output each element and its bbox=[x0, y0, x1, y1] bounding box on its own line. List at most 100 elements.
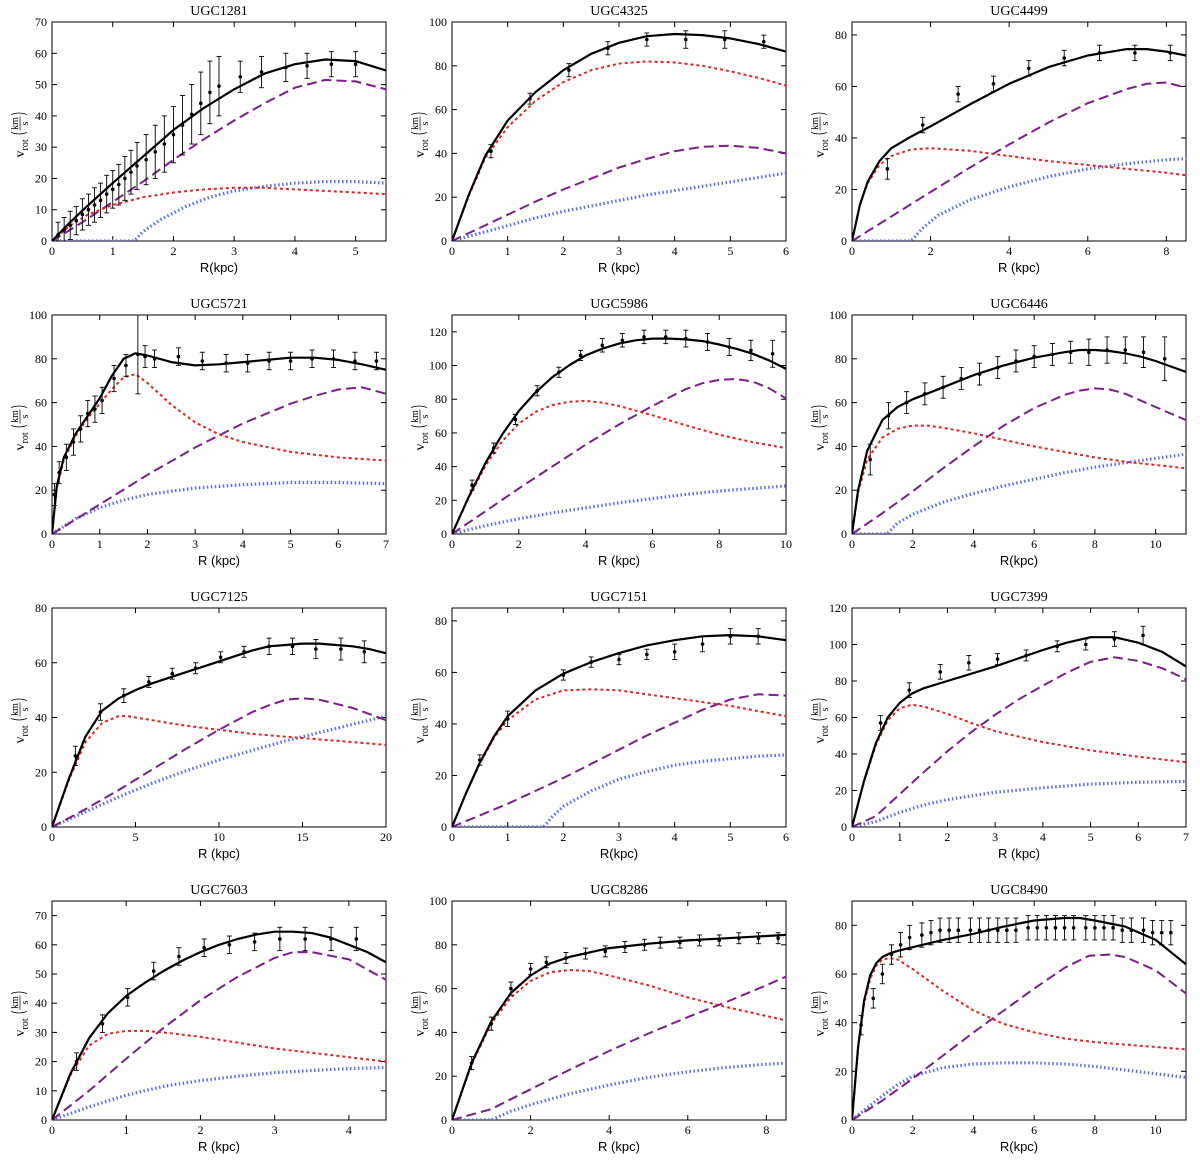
data-point bbox=[177, 954, 181, 959]
data-point bbox=[151, 969, 156, 973]
data-point bbox=[1055, 644, 1059, 649]
data-point bbox=[68, 223, 73, 228]
y-label-num: km bbox=[10, 703, 21, 716]
y-tick-label: 100 bbox=[429, 359, 447, 373]
y-tick-label: 60 bbox=[435, 103, 447, 117]
plot-frame bbox=[851, 900, 1187, 1121]
data-point bbox=[74, 218, 79, 223]
x-tick-label: 2 bbox=[197, 1123, 203, 1137]
x-tick-label: 0 bbox=[449, 830, 455, 844]
y-label-sub: rot bbox=[420, 139, 431, 150]
data-point bbox=[907, 935, 912, 940]
y-tick-label: 80 bbox=[835, 28, 847, 42]
x-tick-label: 3 bbox=[192, 537, 198, 551]
y-label-paren-left bbox=[10, 425, 28, 428]
y-label-num: km bbox=[10, 996, 21, 1009]
x-tick-label: 8 bbox=[763, 1123, 769, 1137]
data-point bbox=[684, 336, 688, 341]
total-curve bbox=[52, 352, 386, 534]
data-point bbox=[147, 680, 151, 684]
data-point bbox=[117, 182, 121, 187]
data-point bbox=[189, 112, 194, 117]
y-label-v: v bbox=[13, 737, 28, 744]
rotation-curve-panel: UGC4325 0 1 2 3 4 5 6 0 20 40 60 80 100 R (kpc) v rot km s bbox=[400, 0, 800, 293]
disk-curve bbox=[852, 147, 1186, 241]
y-tick-label: 40 bbox=[835, 747, 847, 761]
y-label-num: km bbox=[10, 117, 21, 130]
data-point bbox=[135, 164, 139, 168]
data-point bbox=[617, 657, 621, 662]
x-tick-label: 0 bbox=[49, 1123, 55, 1137]
x-tick-label: 0 bbox=[49, 830, 55, 844]
data-point bbox=[904, 400, 909, 405]
x-tick-label: 6 bbox=[685, 1123, 691, 1137]
data-point bbox=[224, 361, 228, 365]
y-label-sub: rot bbox=[20, 725, 31, 736]
y-tick-label: 10 bbox=[35, 203, 47, 217]
data-point bbox=[92, 203, 97, 207]
y-tick-label: 40 bbox=[435, 460, 447, 474]
rotation-curve-panel: UGC7125 0 5 10 15 20 0 20 40 60 80 R (kpc) v rot km s bbox=[0, 586, 400, 879]
y-label-paren-left bbox=[10, 1011, 28, 1014]
disk-curve bbox=[52, 1029, 386, 1120]
y-label-num: km bbox=[410, 703, 421, 716]
x-tick-label: 5 bbox=[288, 537, 294, 551]
rotation-curve-panel: UGC5986 0 2 4 6 8 10 0 20 40 60 80 100 120 R (kpc) v rot… bbox=[400, 293, 800, 586]
disk-curve bbox=[52, 715, 386, 827]
data-point bbox=[1050, 352, 1055, 357]
y-label-v: v bbox=[413, 444, 428, 451]
x-tick-label: 4 bbox=[1040, 830, 1046, 844]
y-label-paren-left bbox=[410, 425, 428, 428]
data-point bbox=[991, 82, 996, 86]
data-point bbox=[583, 951, 588, 956]
y-tick-label: 40 bbox=[835, 131, 847, 145]
data-points bbox=[884, 44, 1173, 180]
chart-title: UGC5986 bbox=[590, 297, 648, 312]
data-point bbox=[329, 62, 334, 67]
y-tick-label: 20 bbox=[835, 784, 847, 798]
plot-frame bbox=[451, 21, 787, 242]
data-point bbox=[170, 671, 175, 676]
y-tick-label: 60 bbox=[835, 711, 847, 725]
y-tick-label: 0 bbox=[41, 527, 47, 541]
gas-curve bbox=[452, 484, 786, 534]
data-point bbox=[122, 693, 126, 698]
gas-curve bbox=[452, 753, 786, 827]
y-tick-label: 80 bbox=[35, 601, 47, 615]
data-point bbox=[722, 37, 727, 42]
data-point bbox=[78, 427, 83, 431]
data-point bbox=[684, 37, 688, 42]
plot-frame bbox=[851, 21, 1187, 242]
data-point bbox=[880, 972, 885, 976]
gas-curve bbox=[452, 1061, 786, 1120]
data-point bbox=[310, 357, 314, 361]
x-axis-label: R (kpc) bbox=[598, 260, 640, 275]
gas-curve bbox=[852, 452, 1186, 534]
data-point bbox=[491, 446, 496, 450]
data-point bbox=[995, 657, 1000, 661]
data-point bbox=[1014, 359, 1018, 363]
data-point bbox=[871, 996, 876, 1001]
y-label-den: s bbox=[420, 414, 431, 418]
gas-curve bbox=[52, 714, 386, 827]
data-point bbox=[57, 470, 61, 475]
y-label-sub: rot bbox=[20, 432, 31, 443]
dark_halo-curve bbox=[452, 144, 786, 241]
curves bbox=[852, 636, 1186, 827]
x-tick-label: 0 bbox=[49, 537, 55, 551]
data-point bbox=[700, 642, 705, 646]
x-tick-label: 4 bbox=[292, 244, 298, 258]
y-tick-label: 0 bbox=[441, 234, 447, 248]
data-points bbox=[72, 637, 367, 766]
y-tick-label: 20 bbox=[35, 1055, 47, 1069]
y-label-sub: rot bbox=[820, 432, 831, 443]
y-tick-label: 0 bbox=[441, 820, 447, 834]
y-tick-label: 100 bbox=[429, 15, 447, 29]
y-label-paren-left bbox=[810, 718, 828, 721]
data-point bbox=[923, 392, 927, 396]
data-point bbox=[1141, 928, 1146, 932]
x-tick-label: 5 bbox=[727, 244, 733, 258]
data-point bbox=[284, 65, 288, 70]
